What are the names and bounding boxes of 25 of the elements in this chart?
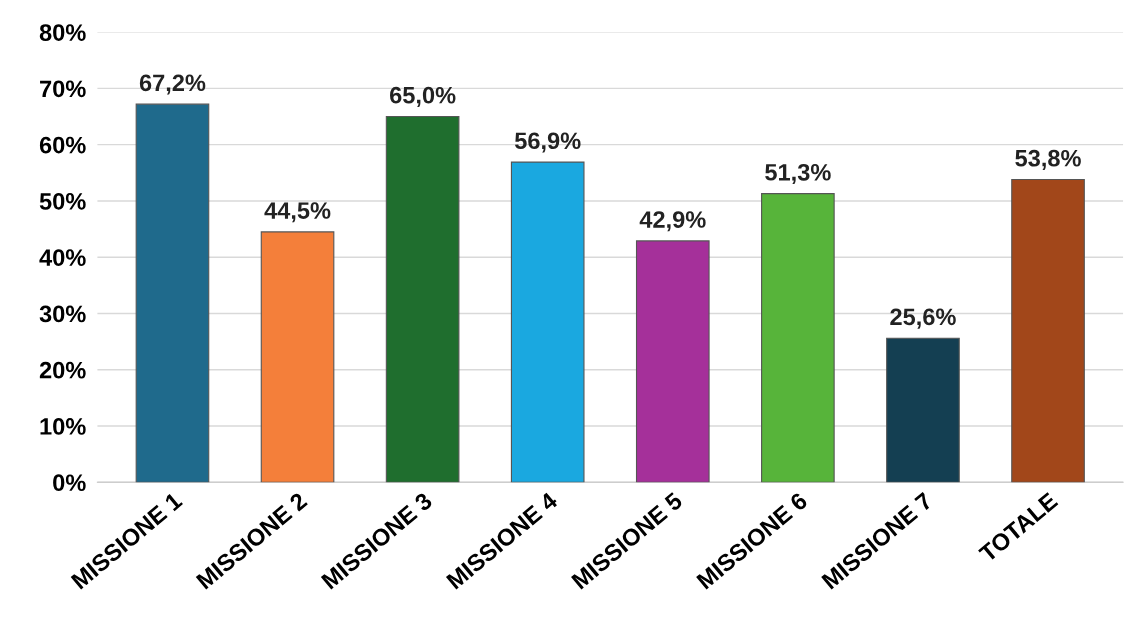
data-label: 67,2% xyxy=(139,74,206,95)
y-tick-label: 60% xyxy=(39,136,86,154)
y-tick-label: 30% xyxy=(39,305,86,323)
data-label: 25,6% xyxy=(890,308,956,329)
y-tick-label: 50% xyxy=(39,193,86,210)
bar xyxy=(886,337,960,483)
y-tick-label: 40% xyxy=(39,249,86,266)
y-tick-label: 70% xyxy=(40,80,86,98)
y-tick-label: 20% xyxy=(39,361,86,379)
data-label: 44,5% xyxy=(264,202,331,223)
data-label: 51,3% xyxy=(765,163,831,185)
y-tick-label: 10% xyxy=(40,418,86,435)
bar xyxy=(260,231,335,483)
bar xyxy=(385,115,460,483)
bar xyxy=(135,103,210,483)
y-tick-label: 0% xyxy=(53,474,86,492)
bar xyxy=(510,161,585,483)
data-label: 56,9% xyxy=(514,132,581,153)
data-label: 53,8% xyxy=(1015,149,1081,170)
bar xyxy=(635,240,710,483)
data-label: 42,9% xyxy=(639,211,706,232)
data-label: 65,0% xyxy=(390,86,456,107)
y-tick-label: 80% xyxy=(39,24,86,41)
bar xyxy=(1011,179,1085,483)
bar xyxy=(761,193,835,483)
